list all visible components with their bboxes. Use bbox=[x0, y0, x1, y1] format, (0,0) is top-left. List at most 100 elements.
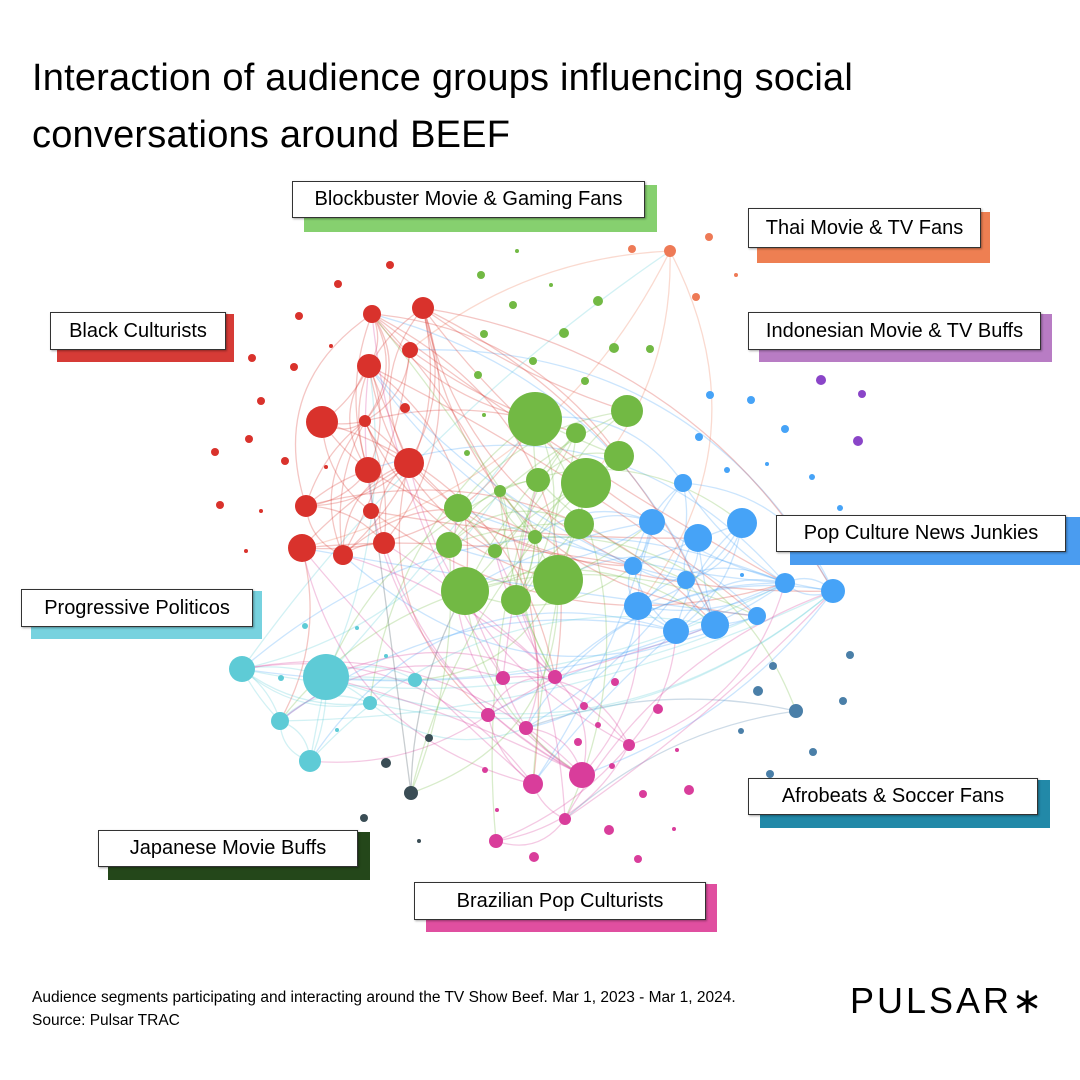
edge bbox=[682, 482, 834, 592]
node-afrobeats bbox=[766, 770, 774, 778]
node-indonesian bbox=[858, 390, 866, 398]
edge bbox=[309, 615, 716, 762]
edge bbox=[383, 542, 634, 567]
label-text: Thai Movie & TV Fans bbox=[748, 208, 981, 248]
group-label-popnews: Pop Culture News Junkies bbox=[776, 515, 1080, 565]
node-popnews bbox=[639, 509, 665, 535]
node-blockbuster bbox=[515, 249, 519, 253]
edge bbox=[675, 579, 786, 632]
node-brazilian bbox=[653, 704, 663, 714]
edge bbox=[519, 432, 577, 678]
node-thai bbox=[734, 273, 738, 277]
edge bbox=[487, 676, 556, 716]
label-text: Pop Culture News Junkies bbox=[776, 515, 1066, 552]
node-progressive bbox=[229, 656, 255, 682]
edge bbox=[355, 313, 373, 471]
edge bbox=[637, 522, 743, 607]
node-thai bbox=[628, 245, 636, 253]
edge bbox=[371, 313, 539, 785]
edge bbox=[422, 307, 634, 567]
node-black bbox=[257, 397, 265, 405]
edge bbox=[241, 668, 371, 708]
edge bbox=[532, 521, 653, 785]
node-black bbox=[281, 457, 289, 465]
node-black bbox=[244, 549, 248, 553]
edge bbox=[301, 547, 534, 785]
node-brazilian bbox=[639, 790, 647, 798]
group-label-japanese: Japanese Movie Buffs bbox=[98, 830, 370, 880]
node-popnews bbox=[747, 396, 755, 404]
node-progressive bbox=[271, 712, 289, 730]
label-text: Blockbuster Movie & Gaming Fans bbox=[292, 181, 645, 218]
edge bbox=[371, 313, 562, 678]
node-japanese bbox=[404, 786, 418, 800]
edge bbox=[537, 479, 687, 581]
edge bbox=[342, 307, 432, 556]
node-progressive bbox=[303, 654, 349, 700]
edge bbox=[305, 420, 366, 507]
node-blockbuster bbox=[528, 530, 542, 544]
node-brazilian bbox=[634, 855, 642, 863]
node-popnews bbox=[837, 505, 843, 511]
node-blockbuster bbox=[604, 441, 634, 471]
edge bbox=[325, 365, 377, 678]
edge bbox=[383, 307, 441, 544]
edge bbox=[464, 590, 583, 776]
node-brazilian bbox=[482, 767, 488, 773]
label-text: Black Culturists bbox=[50, 312, 226, 350]
node-black bbox=[363, 503, 379, 519]
edge bbox=[637, 250, 713, 607]
edge bbox=[410, 579, 559, 794]
edge bbox=[495, 744, 630, 842]
edge bbox=[628, 582, 786, 746]
edge bbox=[371, 313, 786, 584]
node-blockbuster bbox=[549, 283, 553, 287]
node-black bbox=[290, 363, 298, 371]
edge bbox=[651, 521, 834, 592]
edge bbox=[369, 702, 527, 741]
edge bbox=[364, 420, 387, 544]
node-brazilian bbox=[559, 813, 571, 825]
node-afrobeats bbox=[753, 686, 763, 696]
edge bbox=[325, 676, 583, 776]
node-brazilian bbox=[611, 678, 619, 686]
edge bbox=[637, 582, 786, 612]
node-thai bbox=[705, 233, 713, 241]
node-black bbox=[324, 465, 328, 469]
edge bbox=[495, 818, 566, 846]
edge bbox=[408, 462, 634, 567]
edge bbox=[525, 579, 687, 729]
node-brazilian bbox=[675, 748, 679, 752]
node-blockbuster bbox=[564, 509, 594, 539]
edge bbox=[464, 569, 716, 626]
node-blockbuster bbox=[441, 567, 489, 615]
edge bbox=[241, 663, 534, 785]
node-thai bbox=[692, 293, 700, 301]
node-black bbox=[248, 354, 256, 362]
group-label-thai: Thai Movie & TV Fans bbox=[748, 208, 990, 263]
node-blockbuster bbox=[480, 330, 488, 338]
label-text: Brazilian Pop Culturists bbox=[414, 882, 706, 920]
edge bbox=[369, 418, 536, 704]
edge bbox=[309, 612, 677, 762]
edge bbox=[554, 624, 716, 678]
edge bbox=[368, 365, 634, 567]
node-brazilian bbox=[481, 708, 495, 722]
node-progressive bbox=[363, 696, 377, 710]
node-brazilian bbox=[495, 808, 499, 812]
node-japanese bbox=[360, 814, 368, 822]
edge bbox=[325, 651, 630, 746]
edge bbox=[448, 410, 628, 546]
node-black bbox=[245, 435, 253, 443]
edge bbox=[325, 590, 834, 715]
node-blockbuster bbox=[561, 458, 611, 508]
edge bbox=[487, 676, 556, 716]
node-blockbuster bbox=[482, 413, 486, 417]
node-popnews bbox=[765, 462, 769, 466]
edge bbox=[325, 582, 786, 681]
node-brazilian bbox=[595, 722, 601, 728]
node-indonesian bbox=[816, 375, 826, 385]
node-thai bbox=[664, 245, 676, 257]
edge bbox=[491, 479, 539, 842]
node-blockbuster bbox=[494, 485, 506, 497]
